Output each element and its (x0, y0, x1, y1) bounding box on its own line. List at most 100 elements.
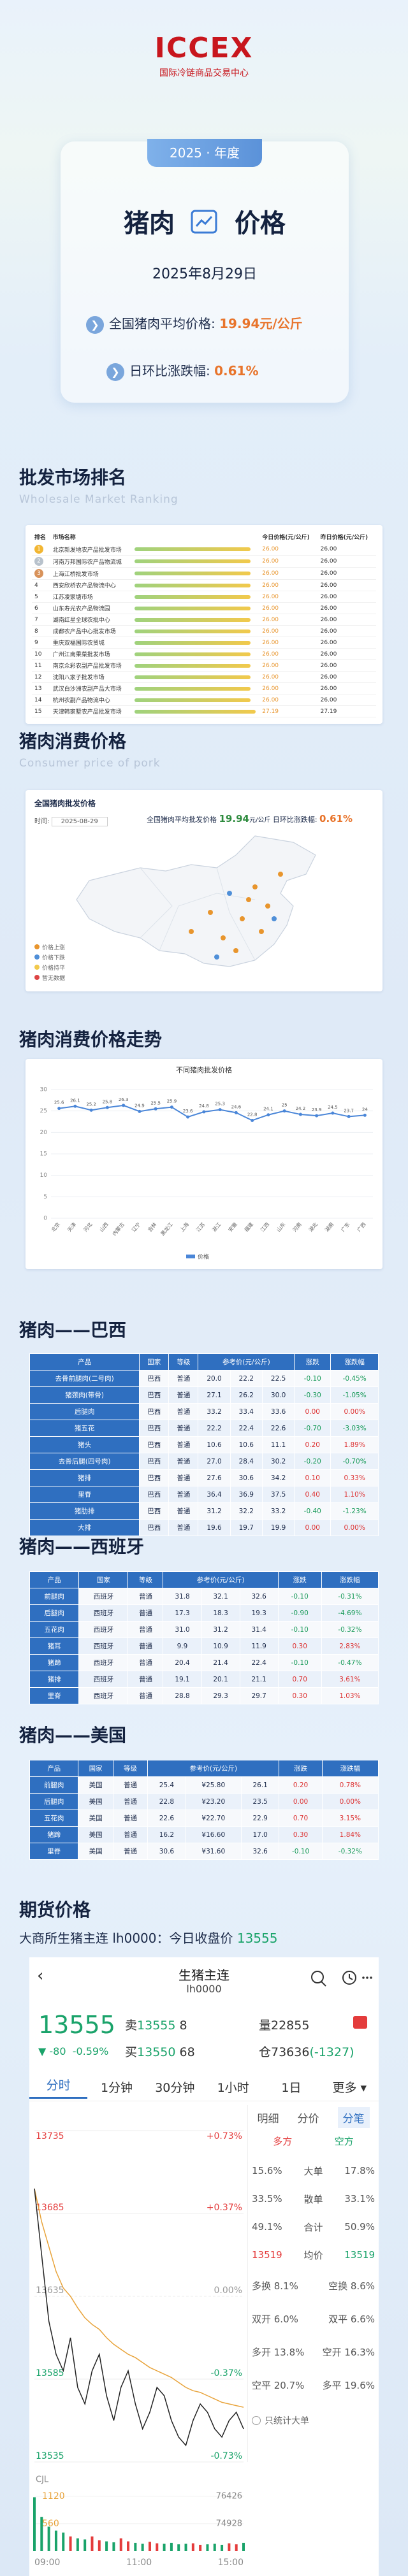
y-tick-label: 13535 (36, 2451, 64, 2461)
cell: -0.70% (330, 1453, 379, 1470)
alert-icon[interactable] (353, 2016, 367, 2029)
cell: 普通 (168, 1519, 199, 1536)
cell: 28.8 (163, 1687, 202, 1704)
avg-label: 全国猪肉平均批发价格 (147, 816, 217, 824)
cell: 西班牙 (78, 1687, 129, 1704)
column-header: 参考价(元/公斤) (147, 1760, 280, 1777)
section-title: 猪肉——美国 (19, 1725, 127, 1746)
app-screenshot: ‹ 生猪主连 lh0000 13555 卖13555 8 量22855 ▼ -8… (29, 1957, 379, 2576)
market-name: 北京新发地农产品批发市场 (50, 543, 133, 556)
data-row: 去骨后腿(四号肉) 巴西 普通 27.0 28.4 30.2 -0.20 -0.70% (29, 1453, 379, 1470)
side-tab[interactable]: 分笔 (337, 2106, 370, 2128)
avg-row: ❯ 全国猪肉平均价格: 19.94元/公斤 (86, 313, 303, 334)
cell: 22.2 (198, 1420, 231, 1437)
period-tabs: 分时 1分钟 30分钟 1小时 1日 更多 ▾ (29, 2073, 379, 2101)
ranking-row: 5 江苏凌家塘市场 26.00 26.00 (32, 591, 376, 603)
bar-cell (132, 602, 260, 614)
rank: 14 (32, 694, 50, 706)
product: 去骨前腿肉(二号肉) (29, 1370, 140, 1387)
x-tick-label: 湖南 (323, 1221, 335, 1233)
side-row: 33.5% 散单 33.1% (252, 2185, 375, 2213)
legend-label: 暂无数据 (42, 975, 66, 982)
market-name: 上海江桥批发市场 (50, 567, 133, 580)
side-row: 15.6% 大单 17.8% (252, 2157, 375, 2185)
yesterday-price: 26.00 (317, 579, 376, 591)
cell: 33.2 (198, 1403, 231, 1420)
rank-number: 7 (34, 616, 38, 623)
market-name: 重庆双福国际农贸城 (50, 637, 133, 649)
contract-name: 生猪主连 (178, 1968, 229, 1983)
cell: 25.4 (147, 1776, 186, 1794)
tab[interactable]: 1分钟 (100, 2081, 133, 2095)
value-label: 25.5 (150, 1100, 161, 1105)
product: 里脊 (29, 1843, 79, 1860)
volume-bar (177, 2544, 180, 2551)
cell: -0.10 (277, 1654, 322, 1671)
bar-cell (132, 682, 260, 694)
volume-bar (76, 2538, 79, 2551)
yesterday-price: 26.00 (317, 694, 376, 706)
pct-label: +0.37% (207, 2203, 242, 2213)
tab[interactable]: 1日 (281, 2081, 302, 2095)
cell: -4.69% (321, 1604, 379, 1622)
x-tick-label: 上海 (178, 1221, 190, 1233)
cell: 22.5 (261, 1370, 295, 1387)
checkbox[interactable]: 只统计大单 (252, 2414, 375, 2427)
bar (135, 606, 251, 610)
volume-bar (105, 2541, 108, 2551)
volume-label: CJL (36, 2475, 49, 2485)
data-row: 大排 巴西 普通 19.6 19.7 19.9 0.00 0.00% (29, 1519, 379, 1536)
cell: 30.6 (147, 1843, 186, 1860)
ranking-row: 12 沈阳八家子批发市场 26.00 26.00 (32, 671, 376, 683)
rank-number: 8 (34, 628, 38, 635)
tab[interactable]: 30分钟 (155, 2081, 195, 2095)
cell: 0.30 (277, 1637, 322, 1655)
data-row: 里脊 美国 普通 30.6 ¥31.60 32.6 -0.10 -0.32% (29, 1843, 379, 1860)
side-cell: 多换 8.1% (252, 2280, 298, 2292)
header-icons[interactable] (310, 1969, 374, 1988)
cell: 10.9 (201, 1637, 240, 1655)
rank-number: 14 (34, 696, 42, 703)
change: ▼ -80 -0.59% (38, 2045, 108, 2057)
volume-bar (40, 2517, 43, 2551)
product: 里脊 (29, 1486, 140, 1503)
ranking-row: 13 武汉白沙洲农副产品大市场 26.00 26.00 (32, 682, 376, 694)
back-button[interactable]: ‹ (37, 1966, 44, 1985)
tab[interactable]: 更多 ▾ (332, 2081, 367, 2095)
bar (135, 583, 251, 587)
point (266, 1113, 270, 1117)
data-row: 猪五花 巴西 普通 22.2 22.4 22.6 -0.70 -3.03% (29, 1420, 379, 1437)
side-tab[interactable]: 分价 (297, 2112, 319, 2126)
data-row: 猪耳 西班牙 普通 9.9 10.9 11.9 0.30 2.83% (29, 1637, 379, 1655)
cell: 1.89% (330, 1436, 379, 1453)
cell: 巴西 (139, 1403, 170, 1420)
vol-tick-label: 1120 (42, 2491, 65, 2501)
point (315, 1114, 319, 1118)
cell: 巴西 (139, 1519, 170, 1536)
bar-cell (132, 705, 260, 717)
value-label: 25.3 (215, 1102, 225, 1107)
cell: 19.7 (229, 1519, 263, 1536)
x-tick-label: 山西 (98, 1221, 110, 1233)
cell: 30.0 (261, 1386, 295, 1404)
bid-price: 13550 (137, 2045, 176, 2059)
yesterday-price: 26.00 (317, 682, 376, 694)
value-label: 24.5 (328, 1105, 338, 1110)
cell: 31.0 (163, 1621, 202, 1638)
tab[interactable]: 1小时 (217, 2081, 249, 2095)
cell: 普通 (168, 1386, 199, 1404)
cell: 17.0 (240, 1826, 280, 1843)
volume-bar (33, 2497, 36, 2551)
oi-change: (-1327) (309, 2045, 354, 2059)
last-price: 13555 (38, 2011, 115, 2039)
cell: 0.10 (294, 1469, 332, 1486)
cell: 普通 (112, 1793, 149, 1810)
cell: 16.2 (147, 1826, 186, 1843)
yesterday-price: 26.00 (317, 602, 376, 614)
data-row: 猪头 巴西 普通 10.6 10.6 11.1 0.20 1.89% (29, 1436, 379, 1453)
bar-cell (132, 579, 260, 591)
bar (135, 640, 251, 645)
tab[interactable]: 分时 (29, 2076, 88, 2099)
cell: -0.47% (321, 1654, 379, 1671)
side-tab[interactable]: 明细 (257, 2112, 279, 2126)
